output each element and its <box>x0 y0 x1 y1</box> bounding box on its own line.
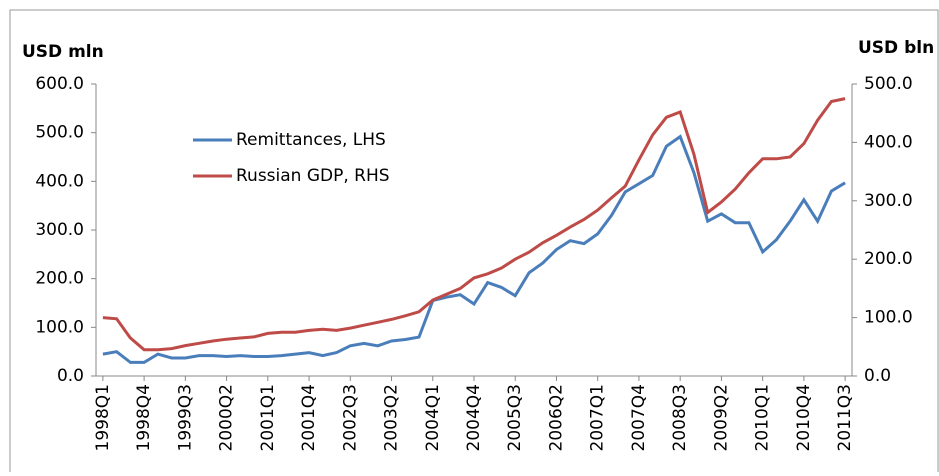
x-tick-label: 2004Q4 <box>464 384 484 451</box>
y2-tick-label: 400.0 <box>864 132 913 152</box>
x-tick-label: 1998Q1 <box>93 384 113 451</box>
y-tick-label: 500.0 <box>35 123 84 143</box>
x-tick-label: 2007Q4 <box>629 384 649 451</box>
legend-label: Russian GDP, RHS <box>236 166 390 186</box>
x-tick-label: 2006Q2 <box>546 384 566 451</box>
x-tick-label: 1998Q4 <box>134 384 154 451</box>
x-tick-label: 2001Q1 <box>258 384 278 451</box>
x-tick-label: 2007Q1 <box>588 384 608 451</box>
series-line <box>102 134 846 364</box>
x-tick-label: 2000Q2 <box>217 384 237 451</box>
x-tick-label: 2010Q4 <box>794 384 814 451</box>
y-tick-label: 400.0 <box>35 171 84 191</box>
x-tick-label: 2008Q3 <box>670 384 690 451</box>
x-tick-label: 2010Q1 <box>753 384 773 451</box>
y2-tick-label: 500.0 <box>864 74 913 94</box>
x-tick-label: 2009Q2 <box>711 384 731 451</box>
legend-label: Remittances, LHS <box>236 130 386 150</box>
y2-tick-label: 200.0 <box>864 249 913 269</box>
x-tick-label: 2002Q3 <box>340 384 360 451</box>
x-tick-label: 2003Q2 <box>382 384 402 451</box>
y2-tick-label: 100.0 <box>864 308 913 328</box>
y2-tick-label: 300.0 <box>864 191 913 211</box>
y-tick-label: 0.0 <box>57 366 84 386</box>
x-tick-label: 2001Q4 <box>299 384 319 451</box>
x-tick-label: 2011Q3 <box>835 384 855 451</box>
x-tick-label: 1999Q3 <box>175 384 195 451</box>
y-tick-label: 600.0 <box>35 74 84 94</box>
x-tick-label: 2004Q1 <box>423 384 443 451</box>
y-tick-label: 300.0 <box>35 220 84 240</box>
y-tick-label: 200.0 <box>35 269 84 289</box>
x-tick-label: 2005Q3 <box>505 384 525 451</box>
y-axis-label: USD mln <box>22 42 104 62</box>
series-line <box>102 97 846 352</box>
y2-tick-label: 0.0 <box>864 366 891 386</box>
y2-axis-label: USD bln <box>858 38 934 58</box>
frame <box>9 9 939 476</box>
y-tick-label: 100.0 <box>35 317 84 337</box>
